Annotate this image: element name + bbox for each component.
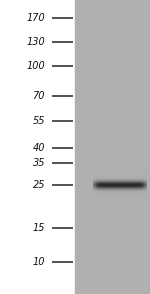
Text: 40: 40 xyxy=(33,143,45,153)
Bar xyxy=(75,0,150,294)
Text: 100: 100 xyxy=(26,61,45,71)
Text: 15: 15 xyxy=(33,223,45,233)
Text: 130: 130 xyxy=(26,37,45,47)
Text: 70: 70 xyxy=(33,91,45,101)
Text: 25: 25 xyxy=(33,180,45,190)
Text: 10: 10 xyxy=(33,257,45,267)
Text: 170: 170 xyxy=(26,13,45,23)
Text: 55: 55 xyxy=(33,116,45,126)
Text: 35: 35 xyxy=(33,158,45,168)
